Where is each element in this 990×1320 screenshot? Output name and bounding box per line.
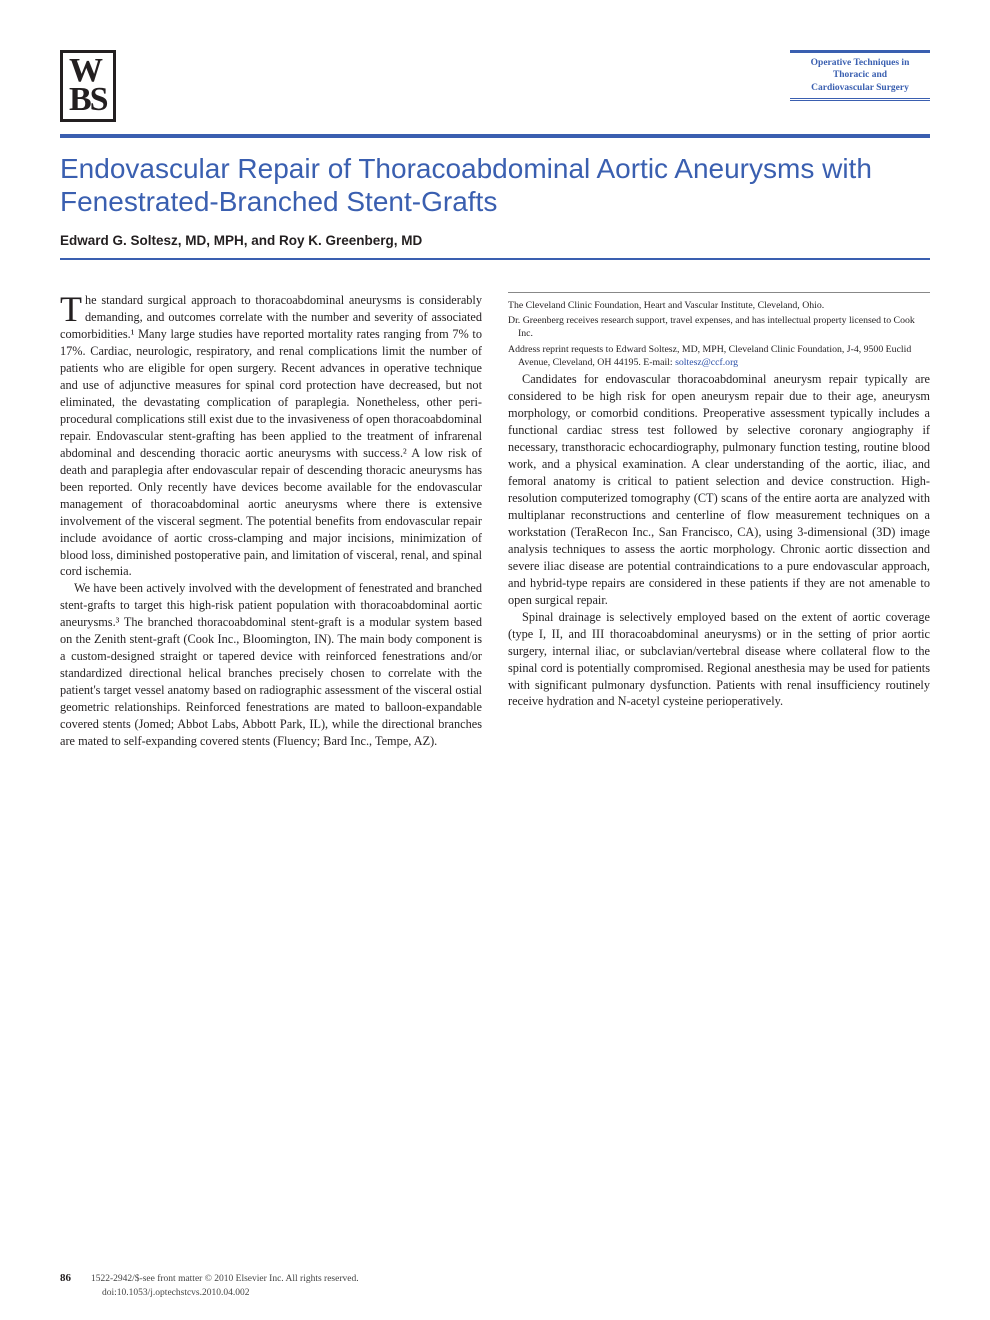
title-rule-bottom <box>60 258 930 260</box>
body-paragraph-1: The standard surgical approach to thorac… <box>60 292 482 580</box>
correspondence-email[interactable]: soltesz@ccf.org <box>675 357 738 368</box>
dropcap: T <box>60 292 85 325</box>
page-footer: 86 1522-2942/$-see front matter © 2010 E… <box>60 1272 930 1284</box>
page-header: WBS Operative Techniques in Thoracic and… <box>60 50 930 122</box>
body-paragraph-2: We have been actively involved with the … <box>60 580 482 750</box>
journal-name-box: Operative Techniques in Thoracic and Car… <box>790 50 930 101</box>
page-number: 86 <box>60 1272 71 1284</box>
article-title: Endovascular Repair of Thoracoabdominal … <box>60 152 930 219</box>
footnotes-block: The Cleveland Clinic Foundation, Heart a… <box>508 292 930 369</box>
footnote-correspondence: Address reprint requests to Edward Solte… <box>508 343 930 369</box>
copyright-line: 1522-2942/$-see front matter © 2010 Else… <box>91 1274 930 1284</box>
body-p1-text: he standard surgical approach to thoraco… <box>60 293 482 579</box>
footnote-affiliation: The Cleveland Clinic Foundation, Heart a… <box>508 299 930 312</box>
publisher-logo-text: WBS <box>69 57 107 115</box>
body-paragraph-4: Spinal drainage is selectively employed … <box>508 609 930 711</box>
journal-name-line1: Operative Techniques in <box>790 57 930 69</box>
article-body: The standard surgical approach to thorac… <box>60 292 930 750</box>
title-rule-top <box>60 134 930 138</box>
doi-line: doi:10.1053/j.optechstcvs.2010.04.002 <box>102 1288 250 1298</box>
body-paragraph-3: Candidates for endovascular thoracoabdom… <box>508 371 930 609</box>
article-authors: Edward G. Soltesz, MD, MPH, and Roy K. G… <box>60 233 930 248</box>
journal-name-line2: Thoracic and <box>790 69 930 81</box>
journal-name-line3: Cardiovascular Surgery <box>790 82 930 94</box>
footnote-disclosure: Dr. Greenberg receives research support,… <box>508 314 930 340</box>
publisher-logo: WBS <box>60 50 116 122</box>
